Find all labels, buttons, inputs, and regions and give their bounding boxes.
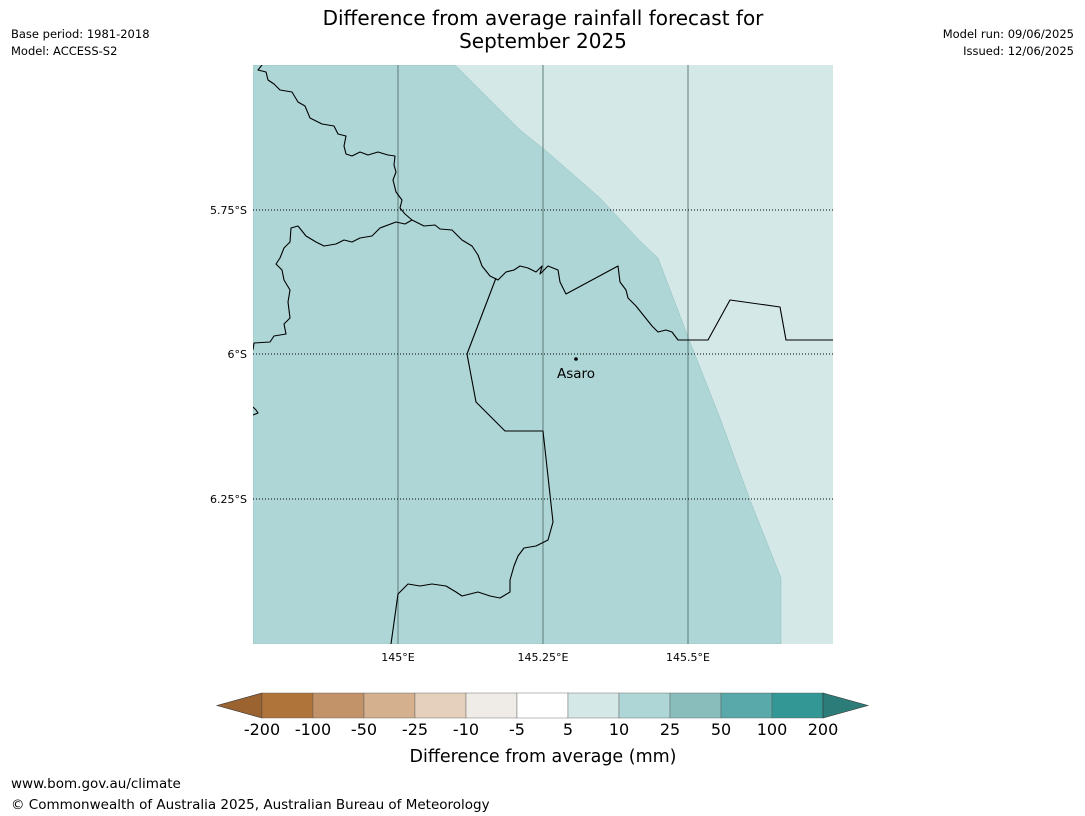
colorbar-segment bbox=[516, 692, 569, 719]
colorbar bbox=[215, 692, 870, 719]
meta-right: Model run: 09/06/2025 Issued: 12/06/2025 bbox=[943, 26, 1074, 60]
asaro-marker bbox=[574, 357, 578, 361]
colorbar-segment bbox=[567, 692, 620, 719]
footer: www.bom.gov.au/climate © Commonwealth of… bbox=[11, 774, 490, 816]
colorbar-tick-label: -10 bbox=[453, 720, 479, 739]
colorbar-tick-label: -25 bbox=[402, 720, 428, 739]
colorbar-extend-high bbox=[822, 692, 870, 719]
asaro-label: Asaro bbox=[557, 366, 595, 382]
lat-label-5-75: 5.75°S bbox=[210, 204, 247, 217]
lat-labels: 5.75°S 6°S 6.25°S bbox=[210, 204, 247, 506]
border-northeast bbox=[411, 219, 833, 341]
colorbar-tick-label: -100 bbox=[295, 720, 331, 739]
colorbar-segment bbox=[771, 692, 824, 719]
model-text: Model: ACCESS-S2 bbox=[11, 44, 118, 58]
colorbar-labels: -200 -100 -50 -25 -10 -5 5 10 25 50 100 200 bbox=[244, 720, 838, 739]
colorbar-extend-low bbox=[215, 692, 263, 719]
colorbar-tick-label: -5 bbox=[509, 720, 525, 739]
lon-label-145-25: 145.25°E bbox=[518, 651, 569, 664]
colorbar-tick-label: -50 bbox=[351, 720, 377, 739]
graticule bbox=[253, 65, 833, 644]
colorbar-tick-label: 25 bbox=[660, 720, 680, 739]
colorbar-segment bbox=[720, 692, 773, 719]
province-borders bbox=[253, 65, 833, 644]
colorbar-tick-label: -200 bbox=[244, 720, 280, 739]
colorbar-segment bbox=[312, 692, 365, 719]
colorbar-title: Difference from average (mm) bbox=[409, 747, 676, 767]
border-northwest bbox=[253, 65, 413, 351]
colorbar-segment bbox=[669, 692, 722, 719]
colorbar-segment bbox=[618, 692, 671, 719]
lon-labels: 145°E 145.25°E 145.5°E bbox=[381, 651, 710, 664]
colorbar-tick-label: 10 bbox=[609, 720, 629, 739]
colorbar-tick-label: 200 bbox=[808, 720, 839, 739]
map-title: Difference from average rainfall forecas… bbox=[322, 6, 764, 53]
border-central bbox=[390, 277, 554, 644]
map-panel: Asaro bbox=[253, 65, 833, 644]
issued-text: Issued: 12/06/2025 bbox=[963, 44, 1074, 58]
model-run-text: Model run: 09/06/2025 bbox=[942, 27, 1074, 41]
colorbar-tick-label: 5 bbox=[563, 720, 573, 739]
colorbar-tick-label: 100 bbox=[757, 720, 788, 739]
colorbar-tick-label: 50 bbox=[711, 720, 731, 739]
colorbar-segment bbox=[465, 692, 518, 719]
base-period-text: Base period: 1981-2018 bbox=[11, 27, 150, 41]
footer-url: www.bom.gov.au/climate bbox=[11, 776, 181, 792]
footer-copyright: © Commonwealth of Australia 2025, Austra… bbox=[11, 797, 490, 813]
lat-label-6-25: 6.25°S bbox=[210, 493, 247, 506]
colorbar-segment bbox=[363, 692, 416, 719]
lon-label-145-5: 145.5°E bbox=[666, 651, 710, 664]
meta-left: Base period: 1981-2018 Model: ACCESS-S2 bbox=[11, 26, 150, 60]
colorbar-segment bbox=[261, 692, 314, 719]
lon-label-145: 145°E bbox=[381, 651, 414, 664]
colorbar-segment bbox=[414, 692, 467, 719]
lat-label-6: 6°S bbox=[228, 348, 247, 361]
border-west-fragment bbox=[253, 406, 259, 416]
